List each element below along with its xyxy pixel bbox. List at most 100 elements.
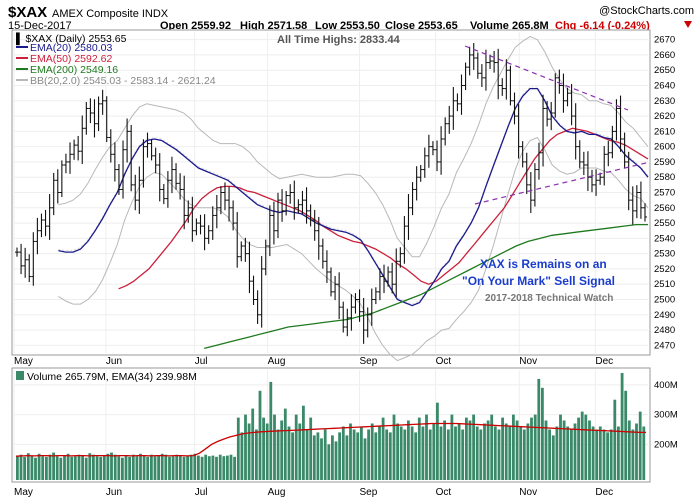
legend-ema200: EMA(200) 2549.16: [30, 64, 118, 76]
price-bar: [198, 214, 203, 235]
brand-label: @StockCharts.com: [599, 5, 694, 17]
volume-bar: [519, 426, 523, 480]
price-bar: [410, 182, 415, 216]
price-bar: [239, 241, 244, 262]
legend-price-label: $XAX (Daily) 2553.65: [25, 33, 126, 45]
volume-bar: [483, 423, 486, 480]
price-bar: [422, 147, 427, 178]
volume-bar: [396, 423, 399, 480]
volume-bar: [378, 426, 381, 480]
volume-bar: [81, 455, 84, 480]
price-bar: [463, 62, 468, 91]
price-bar: [23, 247, 28, 278]
price-month-label: Jul: [195, 356, 208, 367]
price-bar: [108, 129, 113, 163]
price-month-label: May: [14, 356, 33, 367]
symbol-label: $XAX: [8, 4, 47, 21]
bollinger-bands: [58, 36, 649, 362]
price-bar: [479, 64, 484, 88]
volume-x-axis: May Jun Jul Aug Sep Oct Nov Dec: [14, 487, 613, 498]
volume-bar: [171, 456, 175, 480]
volume-bar: [555, 426, 559, 480]
price-bar: [520, 141, 525, 168]
volume-bar: [399, 426, 403, 480]
volume-bar: [128, 456, 131, 480]
high-value: High 2571.58: [240, 20, 307, 32]
volume-tick-label: 400M: [654, 380, 678, 391]
volume-bar: [222, 456, 226, 480]
volume-bar: [526, 423, 530, 480]
price-bar: [602, 146, 607, 186]
volume-bar: [240, 432, 244, 480]
volume-bar: [139, 453, 142, 480]
price-bar: [133, 174, 138, 211]
volume-bar: [436, 402, 439, 480]
volume-bar: [407, 420, 410, 480]
legend-ema50: EMA(50) 2592.62: [30, 53, 112, 65]
volume-bar: [142, 455, 146, 480]
price-bar: [394, 248, 399, 298]
price-bar: [178, 173, 183, 200]
price-bar: [369, 288, 374, 326]
volume-bar: [501, 417, 504, 480]
price-bar: [626, 151, 631, 211]
volume-bar: [73, 456, 77, 480]
volume-bar: [200, 456, 204, 480]
price-grid: [13, 32, 648, 353]
volume-bar: [490, 414, 494, 480]
volume-bar: [352, 429, 356, 480]
volume-bar: [548, 429, 551, 480]
price-bar: [247, 241, 252, 294]
ema50-line: [118, 127, 649, 290]
price-bar: [288, 184, 293, 204]
volume-bar: [280, 420, 284, 480]
price-bar: [227, 186, 232, 222]
price-bar: [545, 101, 550, 127]
price-bar: [606, 140, 611, 167]
volume-bar: [403, 429, 407, 480]
price-bar: [451, 87, 456, 130]
volume-month-label: Jun: [106, 487, 122, 498]
price-bar: [145, 132, 150, 158]
price-bar: [174, 163, 179, 190]
volume-bar: [88, 453, 92, 480]
price-bar: [581, 151, 586, 176]
volume-bar: [356, 432, 360, 480]
index-name: AMEX Composite INDX: [52, 8, 169, 20]
volume-bar: [211, 455, 215, 480]
price-tick-label: 2560: [654, 203, 675, 214]
price-bar: [263, 239, 268, 276]
volume-bar: [189, 454, 193, 480]
price-bar: [430, 141, 435, 156]
price-bar: [165, 171, 170, 208]
price-bar: [292, 180, 297, 220]
volume-month-label: Dec: [595, 487, 613, 498]
price-bar: [528, 172, 533, 213]
volume-bar: [226, 455, 229, 480]
price-bar: [373, 287, 378, 305]
price-bar: [259, 256, 264, 328]
price-bar: [129, 124, 134, 192]
volume-bar: [425, 414, 428, 480]
price-bar: [76, 135, 81, 161]
price-bar: [275, 192, 280, 239]
price-bar: [255, 290, 260, 324]
price-tick-label: 2660: [654, 50, 675, 61]
price-tick-label: 2550: [654, 218, 675, 229]
volume-bar: [428, 429, 432, 480]
price-bar: [121, 140, 126, 199]
price-bar: [280, 189, 285, 222]
volume-bar: [77, 454, 81, 480]
volume-bar: [244, 414, 247, 480]
price-bar: [382, 264, 387, 294]
volume-bar: [551, 435, 555, 480]
price-bar: [553, 73, 558, 118]
price-bar: [15, 247, 19, 257]
volume-bar: [450, 414, 454, 480]
price-bar: [194, 218, 199, 236]
price-bar: [137, 166, 142, 214]
price-bar: [630, 186, 635, 225]
volume-bar: [454, 426, 457, 480]
price-bar: [569, 83, 574, 126]
price-bar: [349, 294, 354, 331]
